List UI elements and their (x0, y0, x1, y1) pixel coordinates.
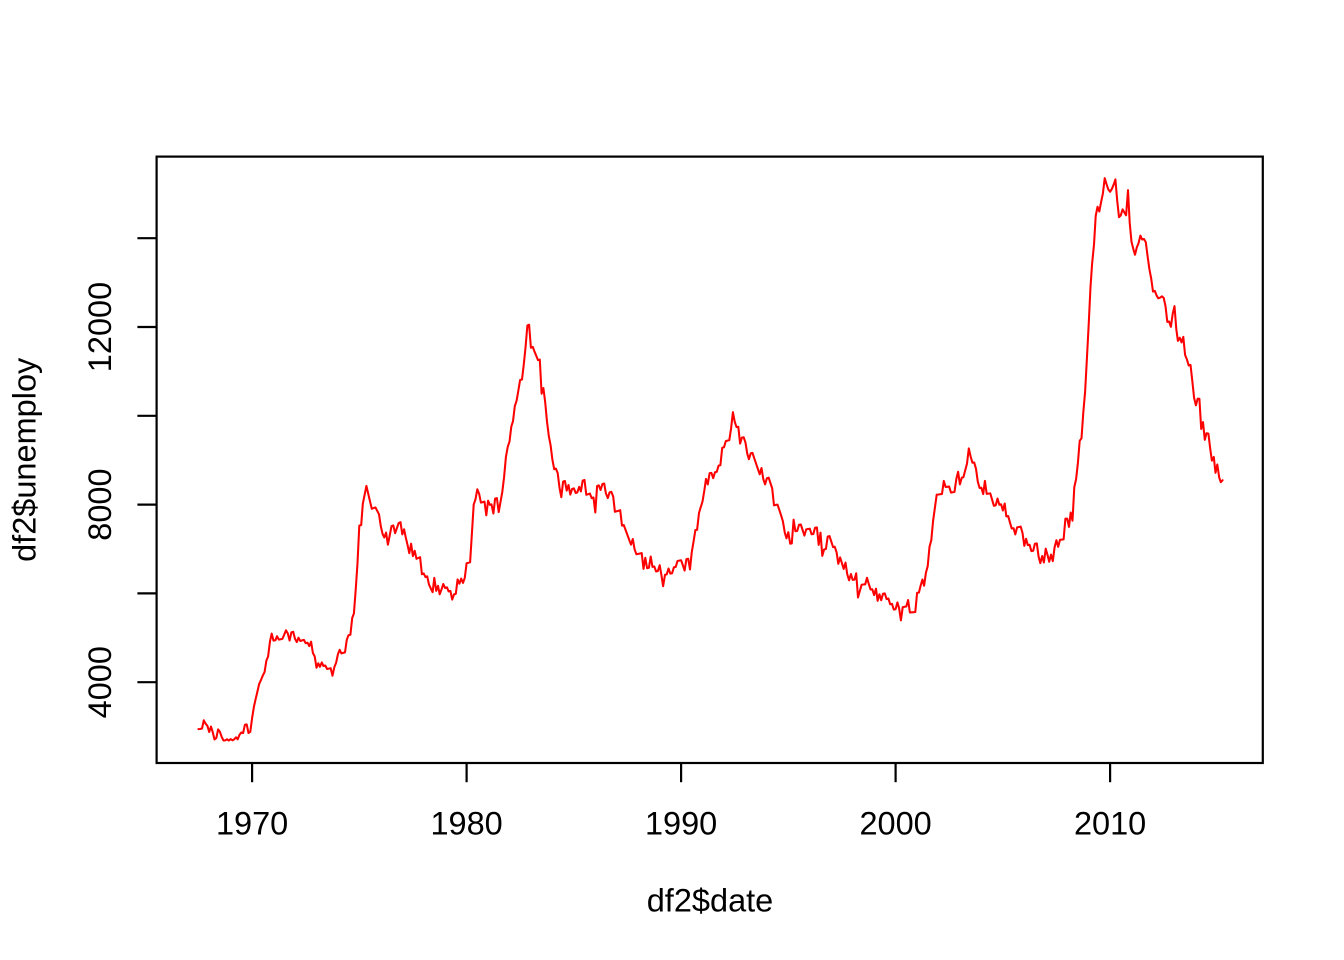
svg-text:8000: 8000 (82, 468, 118, 540)
svg-text:12000: 12000 (82, 282, 118, 372)
svg-text:2010: 2010 (1074, 806, 1146, 842)
svg-text:2000: 2000 (859, 806, 931, 842)
svg-text:1970: 1970 (216, 806, 288, 842)
svg-text:1990: 1990 (645, 806, 717, 842)
svg-text:1980: 1980 (430, 806, 502, 842)
svg-text:4000: 4000 (82, 646, 118, 718)
svg-text:df2$date: df2$date (647, 883, 774, 919)
svg-text:df2$unemploy: df2$unemploy (7, 357, 43, 562)
